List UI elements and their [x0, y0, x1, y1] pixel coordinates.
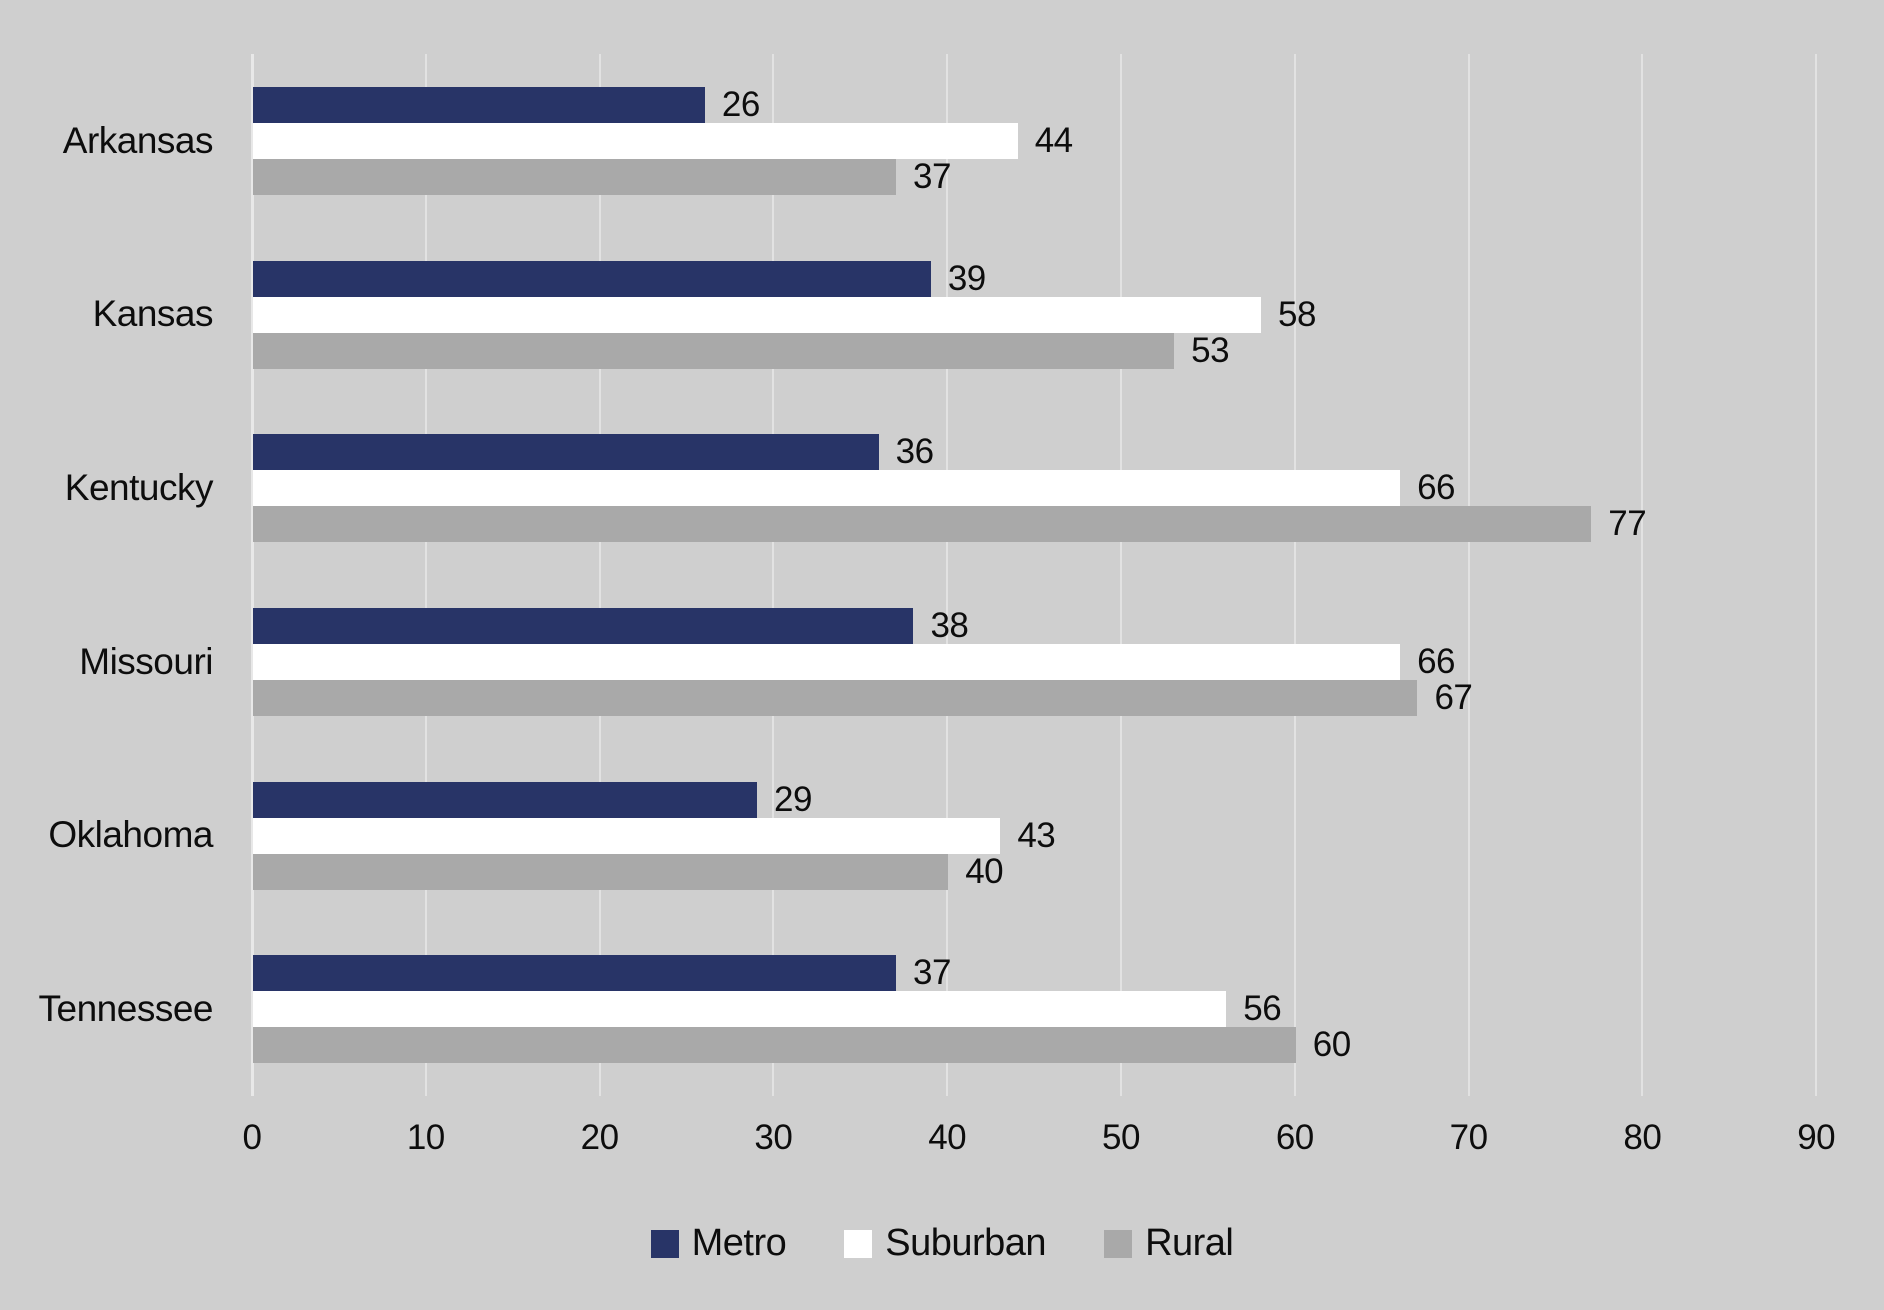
bar-arkansas-metro [253, 86, 705, 123]
data-label-missouri-rural: 67 [1434, 677, 1473, 717]
data-label-arkansas-rural: 37 [913, 156, 951, 196]
legend-label-metro: Metro [691, 1222, 787, 1264]
bar-arkansas-suburban [253, 122, 1018, 159]
chart-legend: Metro Suburban Rural [0, 1222, 1884, 1265]
x-tick-label-50: 50 [1102, 1118, 1140, 1157]
x-tick-label-40: 40 [928, 1118, 967, 1157]
category-label-kentucky: Kentucky [64, 467, 214, 509]
bar-oklahoma-metro [253, 781, 758, 818]
bar-missouri-suburban [253, 643, 1401, 680]
legend-swatch-metro [650, 1229, 679, 1258]
x-tick-label-20: 20 [580, 1118, 619, 1157]
data-label-tennessee-suburban: 56 [1243, 989, 1282, 1029]
x-tick-label-70: 70 [1449, 1118, 1488, 1157]
bar-missouri-metro [253, 607, 914, 644]
gridline [1293, 54, 1296, 1096]
gridline [598, 54, 601, 1096]
data-label-kansas-metro: 39 [947, 258, 986, 298]
bar-kentucky-metro [253, 434, 879, 471]
data-label-kentucky-metro: 36 [895, 432, 934, 472]
legend-label-suburban: Suburban [885, 1222, 1047, 1264]
x-tick-label-10: 10 [406, 1118, 445, 1157]
value-axis-line [251, 54, 254, 1096]
data-label-arkansas-suburban: 44 [1034, 120, 1073, 160]
category-label-oklahoma: Oklahoma [48, 814, 213, 856]
category-label-missouri: Missouri [79, 640, 213, 682]
gridline [1467, 54, 1470, 1096]
data-label-kentucky-suburban: 66 [1417, 468, 1456, 508]
data-label-kansas-rural: 53 [1191, 330, 1230, 370]
gridline [1815, 54, 1818, 1096]
data-label-tennessee-rural: 60 [1312, 1025, 1351, 1065]
bar-tennessee-metro [253, 955, 897, 992]
data-label-oklahoma-suburban: 43 [1017, 815, 1056, 855]
legend-item-rural: Rural [1104, 1222, 1234, 1265]
bar-arkansas-rural [253, 158, 897, 195]
data-label-kentucky-rural: 77 [1608, 504, 1647, 544]
category-label-arkansas: Arkansas [62, 119, 214, 161]
data-label-arkansas-metro: 26 [721, 84, 760, 124]
legend-item-metro: Metro [650, 1222, 787, 1265]
bar-oklahoma-rural [253, 853, 949, 890]
bar-tennessee-suburban [253, 991, 1227, 1028]
x-tick-label-60: 60 [1275, 1118, 1314, 1157]
bar-kansas-suburban [253, 296, 1262, 333]
data-label-missouri-metro: 38 [930, 605, 969, 645]
category-label-kansas: Kansas [92, 293, 214, 335]
data-label-kansas-suburban: 58 [1278, 294, 1316, 334]
x-tick-label-0: 0 [242, 1118, 262, 1157]
bar-kansas-rural [253, 332, 1175, 369]
bar-kansas-metro [253, 260, 931, 297]
data-label-missouri-suburban: 66 [1417, 641, 1456, 681]
bar-kentucky-suburban [253, 470, 1401, 507]
x-tick-label-80: 80 [1623, 1118, 1662, 1157]
gridline [1120, 54, 1122, 1096]
bar-tennessee-rural [253, 1027, 1296, 1064]
legend-label-rural: Rural [1145, 1222, 1234, 1264]
x-tick-label-30: 30 [754, 1118, 793, 1157]
data-label-tennessee-metro: 37 [913, 953, 951, 993]
gridline [772, 54, 775, 1096]
category-label-tennessee: Tennessee [38, 988, 214, 1030]
x-tick-label-90: 90 [1797, 1118, 1836, 1157]
gridline [1641, 54, 1644, 1096]
bar-kentucky-rural [253, 506, 1592, 543]
bar-oklahoma-suburban [253, 817, 1001, 854]
data-label-oklahoma-rural: 40 [965, 851, 1004, 891]
gridline [424, 54, 427, 1096]
legend-swatch-rural [1104, 1229, 1133, 1258]
gridline [946, 54, 949, 1096]
bar-missouri-rural [253, 679, 1418, 716]
legend-swatch-suburban [844, 1229, 873, 1258]
legend-item-suburban: Suburban [844, 1222, 1047, 1265]
data-label-oklahoma-metro: 29 [774, 779, 812, 819]
